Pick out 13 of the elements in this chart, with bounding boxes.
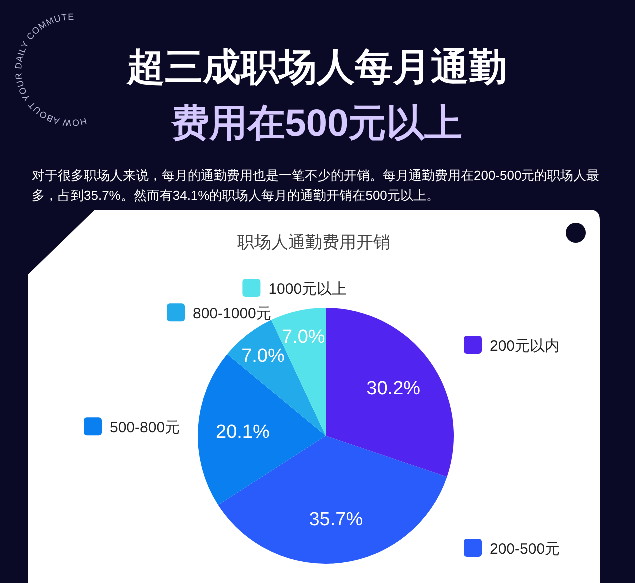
data-label: 30.2% [366, 378, 421, 400]
legend-label: 200-500元 [490, 541, 560, 558]
chart-title: 超三成职场人每月通勤费用在500元以上 [127, 47, 507, 145]
data-label: 7.0% [242, 346, 285, 368]
legend-label: 1000元以上 [268, 281, 348, 298]
legend-label: 200元以内 [490, 338, 560, 356]
chart-subtitle: 对于很多职场人来说，每月的通勤费用也是一笔不少的开销。每月通勤费用在200-500元的职场人最多，占到35.7%。然而有34.1%的职场人每月的通勤开销在500元以上。 [32, 167, 601, 205]
data-label: 35.7% [309, 510, 364, 531]
legend-label: 500-800元 [110, 420, 180, 437]
legend-label: 800-1000元 [193, 306, 272, 323]
data-label: 20.1% [216, 422, 270, 444]
text: 职场人通勤费用开销 [238, 233, 390, 252]
data-label: 7.0% [282, 327, 326, 348]
